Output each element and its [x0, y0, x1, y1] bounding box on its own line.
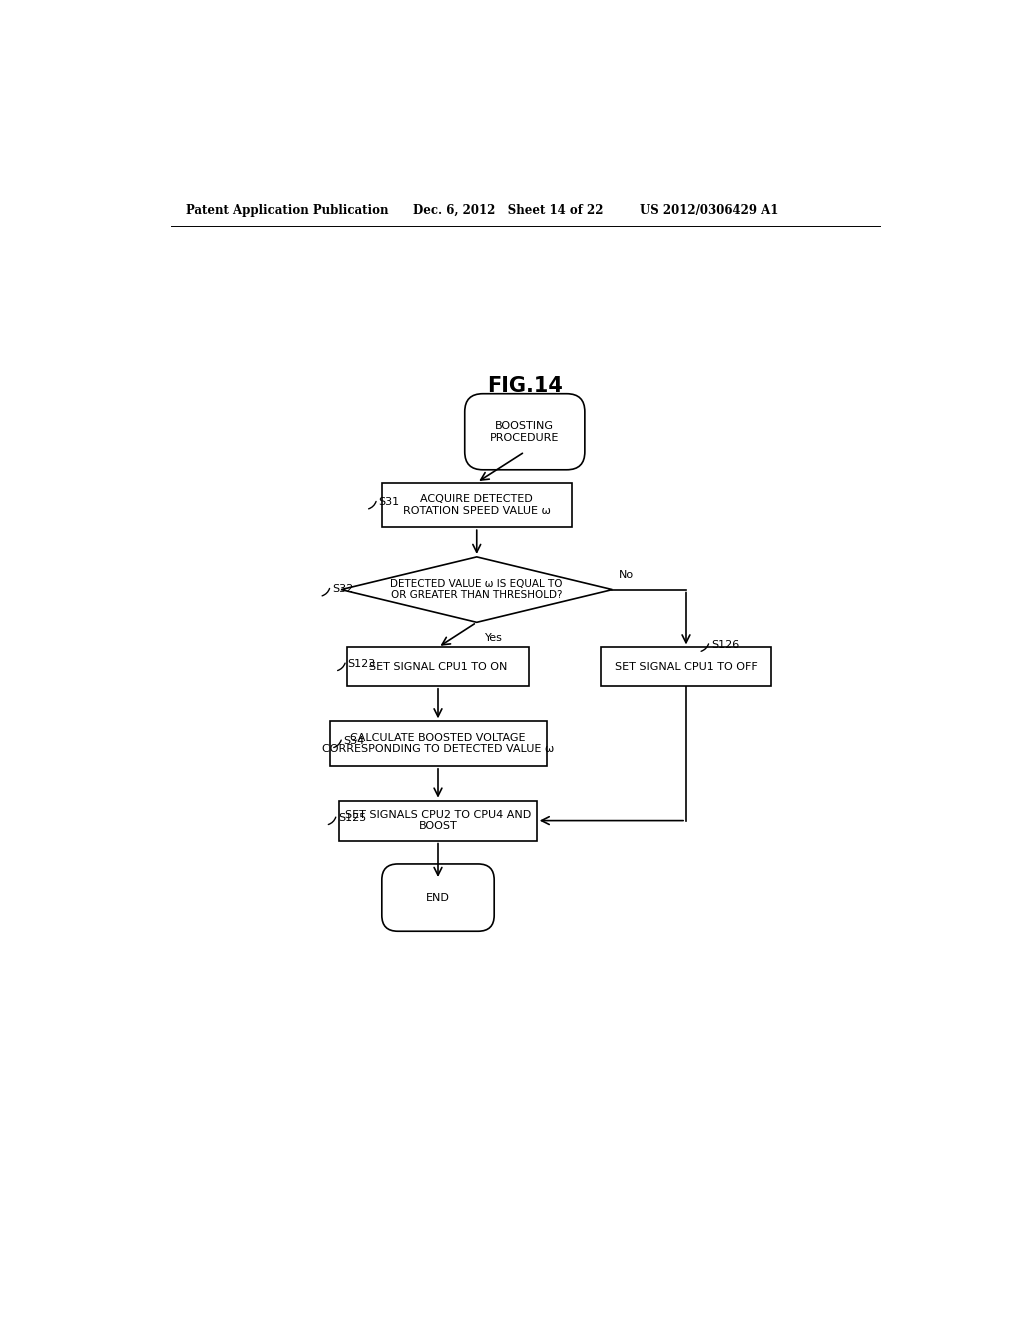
Text: S32: S32 — [332, 585, 353, 594]
Text: Yes: Yes — [484, 634, 503, 643]
Text: S34: S34 — [343, 737, 365, 746]
Text: END: END — [426, 892, 450, 903]
Text: Dec. 6, 2012   Sheet 14 of 22: Dec. 6, 2012 Sheet 14 of 22 — [414, 205, 604, 218]
Bar — [601, 647, 771, 686]
FancyBboxPatch shape — [382, 865, 495, 931]
Text: Patent Application Publication: Patent Application Publication — [186, 205, 389, 218]
Bar — [339, 800, 537, 841]
Text: SET SIGNAL CPU1 TO OFF: SET SIGNAL CPU1 TO OFF — [614, 661, 758, 672]
Polygon shape — [341, 557, 612, 622]
Bar — [330, 721, 547, 766]
Text: FIG.14: FIG.14 — [486, 376, 563, 396]
Text: DETECTED VALUE ω IS EQUAL TO
OR GREATER THAN THRESHOLD?: DETECTED VALUE ω IS EQUAL TO OR GREATER … — [390, 578, 563, 601]
Bar — [382, 483, 571, 527]
Text: ACQUIRE DETECTED
ROTATION SPEED VALUE ω: ACQUIRE DETECTED ROTATION SPEED VALUE ω — [402, 494, 551, 516]
Text: US 2012/0306429 A1: US 2012/0306429 A1 — [640, 205, 778, 218]
Text: S126: S126 — [711, 640, 739, 649]
Text: S125: S125 — [338, 813, 367, 822]
Text: BOOSTING
PROCEDURE: BOOSTING PROCEDURE — [490, 421, 559, 442]
FancyBboxPatch shape — [465, 393, 585, 470]
Bar — [347, 647, 529, 686]
Text: CALCULATE BOOSTED VOLTAGE
CORRESPONDING TO DETECTED VALUE ω: CALCULATE BOOSTED VOLTAGE CORRESPONDING … — [322, 733, 554, 755]
Text: SET SIGNALS CPU2 TO CPU4 AND
BOOST: SET SIGNALS CPU2 TO CPU4 AND BOOST — [345, 809, 531, 832]
Text: No: No — [618, 570, 634, 581]
Text: S31: S31 — [378, 498, 399, 507]
Text: SET SIGNAL CPU1 TO ON: SET SIGNAL CPU1 TO ON — [369, 661, 507, 672]
Text: S123: S123 — [347, 659, 376, 669]
